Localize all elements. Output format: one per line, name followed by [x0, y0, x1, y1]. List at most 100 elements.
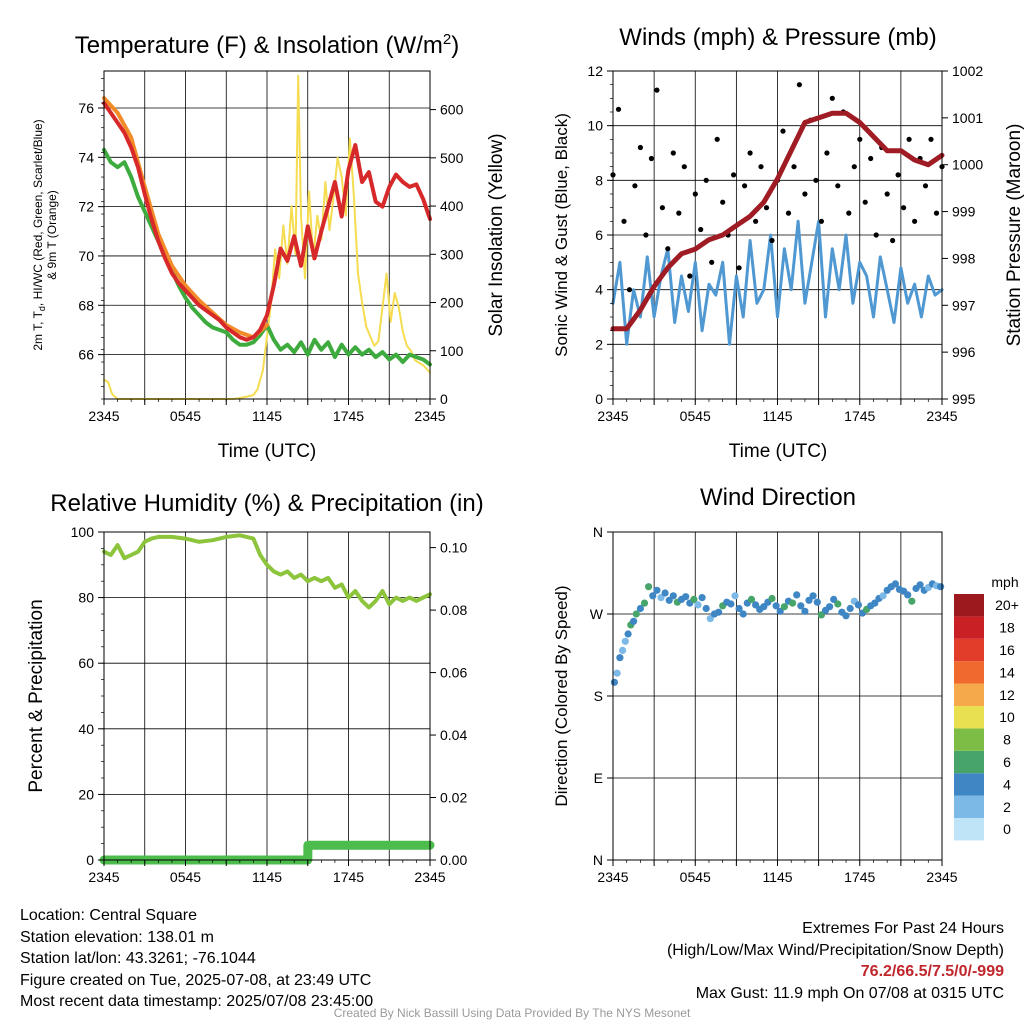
gust-point — [901, 205, 907, 211]
gust-point — [698, 226, 704, 233]
extremes-subtitle: (High/Low/Max Wind/Precipitation/Snow De… — [666, 941, 1004, 959]
colorbar-swatch — [954, 638, 984, 662]
y-tick-label: N — [593, 524, 603, 540]
direction-point — [871, 599, 879, 607]
gust-point — [643, 232, 649, 238]
gust-point — [829, 95, 835, 101]
direction-point — [624, 630, 632, 638]
direction-point — [747, 595, 756, 604]
colorbar-label: 6 — [1003, 754, 1011, 770]
direction-point — [908, 597, 916, 605]
colorbar-swatch — [954, 795, 984, 818]
y-tick-label: 40 — [78, 721, 94, 737]
direction-point — [682, 593, 690, 601]
y-tick-label: 12 — [587, 63, 603, 79]
direction-point — [809, 592, 817, 600]
y-tick-label: 0 — [595, 391, 603, 407]
gust-point — [621, 218, 627, 224]
gust-point — [670, 150, 676, 156]
gust-point — [928, 136, 934, 142]
gust-point — [731, 172, 737, 178]
gust-point — [846, 210, 852, 216]
gust-point — [709, 259, 715, 265]
wind-panel: Winds (mph) & Pressure (mb) 2345 0545 1145… — [552, 24, 1024, 462]
x-tick-label: 1145 — [762, 408, 792, 424]
colorbar-label: 4 — [1003, 776, 1011, 792]
y-tick-label: 68 — [78, 297, 94, 313]
y-tick-label: W — [590, 606, 604, 622]
wind-series — [610, 82, 945, 346]
direction-point — [706, 615, 714, 623]
x-tick-label: 1745 — [844, 408, 875, 424]
y-right-tick-label: 600 — [440, 102, 464, 118]
y-tick-label: 72 — [78, 199, 94, 215]
gust-point — [791, 164, 797, 170]
humidity-panel: Relative Humidity (%) & Precipitation (i… — [26, 490, 484, 885]
direction-point — [645, 583, 653, 591]
colorbar-swatch — [954, 750, 984, 774]
y-tick-label: 76 — [78, 100, 94, 116]
y-right-tick-label: 1001 — [952, 110, 983, 126]
x-tick-label: 2345 — [926, 408, 957, 424]
y-tick-label: E — [594, 770, 603, 786]
wind-y-label: Sonic Wind & Gust (Blue, Black) — [552, 113, 571, 357]
gust-point — [890, 237, 896, 244]
direction-point — [632, 610, 640, 618]
direction-point — [780, 603, 789, 611]
y-right-tick-label: 200 — [440, 295, 464, 311]
extremes-values: 76.2/66.5/7.5/0/-999 — [860, 963, 1004, 980]
location-text: Location: Central Square — [20, 907, 197, 924]
y-right-tick-label: 999 — [952, 204, 976, 220]
gust-point — [753, 218, 759, 224]
colorbar-swatch — [954, 616, 984, 639]
direction-point — [904, 591, 912, 599]
colorbar-label: 18 — [999, 620, 1015, 636]
y-right-tick-label: 500 — [440, 150, 464, 166]
y-tick-label: N — [593, 852, 603, 868]
gust-point — [769, 237, 775, 244]
humidity-grid — [104, 532, 430, 860]
gust-point — [780, 128, 786, 134]
direction-point — [640, 599, 649, 607]
latlon-text: Station lat/lon: 43.3261; -76.1044 — [20, 950, 256, 967]
direction-point — [834, 600, 842, 608]
gust-point — [906, 136, 912, 142]
x-tick-label: 0545 — [680, 869, 711, 885]
gust-point — [714, 136, 720, 142]
y-right-tick-label: 1000 — [952, 157, 983, 173]
y-tick-label: 20 — [78, 786, 94, 802]
colorbar-label: 12 — [999, 687, 1015, 703]
gust-point — [687, 273, 693, 279]
humidity-line — [102, 533, 432, 610]
y-right-tick-label: 0.08 — [440, 602, 467, 618]
direction-series — [610, 580, 945, 686]
x-tick-label: 2345 — [597, 869, 628, 885]
direction-point — [879, 592, 887, 600]
y-tick-label: 70 — [78, 248, 94, 264]
direction-y-label: Direction (Colored By Speed) — [552, 585, 571, 806]
x-tick-label: 2345 — [926, 869, 957, 885]
y-right-tick-label: 998 — [952, 250, 976, 266]
y-right-tick-label: 100 — [440, 343, 464, 359]
x-tick-label: 1145 — [252, 408, 282, 424]
direction-point — [731, 592, 739, 600]
speed-colorbar: mph 0 2 4 6 8 10 12 14 16 18 20+ — [954, 574, 1019, 841]
y-right-tick-label: 997 — [952, 297, 976, 313]
colorbar-label: 8 — [1003, 732, 1011, 748]
gust-point — [922, 183, 929, 189]
y-right-tick-label: 0 — [440, 391, 448, 407]
direction-panel: Wind Direction 2345 0545 1145 1745 2345NESWN… — [552, 484, 1019, 885]
direction-point — [813, 598, 821, 606]
direction-point — [830, 595, 838, 604]
direction-point — [735, 604, 743, 613]
temperature-panel: Temperature (F) & Insolation (W/m2) 2345… — [31, 31, 507, 462]
direction-grid — [613, 532, 942, 860]
y-right-tick-label: 400 — [440, 198, 464, 214]
gust-point — [676, 210, 682, 216]
y-right-tick-label: 0.06 — [440, 665, 467, 681]
gust-point — [884, 191, 890, 197]
gust-point — [813, 177, 819, 183]
y-tick-label: 2 — [595, 336, 603, 352]
